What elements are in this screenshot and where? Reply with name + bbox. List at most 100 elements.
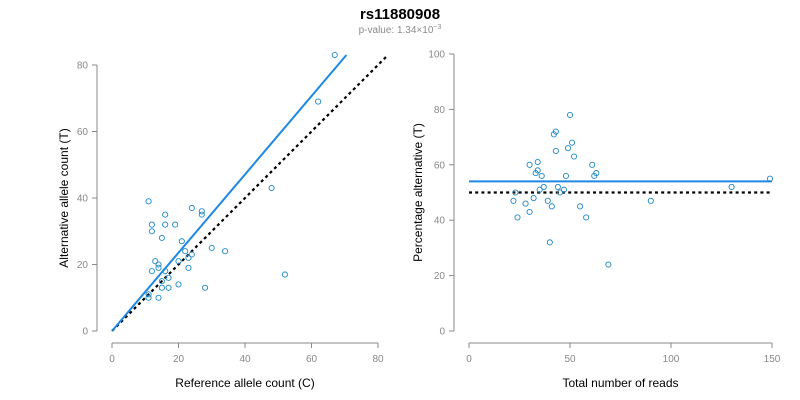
- data-point: [188, 204, 195, 212]
- x-tick-label: 0: [109, 354, 115, 365]
- y-tick-label: 20: [434, 271, 446, 282]
- data-point: [526, 208, 533, 215]
- x-axis-label: Total number of reads: [562, 376, 678, 390]
- data-point: [556, 189, 563, 196]
- data-point: [148, 268, 155, 275]
- data-point: [544, 197, 551, 204]
- fit-line: [111, 54, 348, 332]
- x-tick-label: 100: [663, 354, 680, 365]
- x-tick-label: 40: [239, 354, 251, 365]
- y-tick-label: 60: [77, 127, 89, 138]
- y-tick-label: 0: [82, 327, 88, 338]
- x-tick-label: 80: [372, 354, 384, 365]
- data-point: [510, 197, 517, 204]
- data-point: [198, 208, 205, 215]
- data-point: [530, 194, 537, 202]
- data-point: [182, 248, 189, 255]
- y-tick-label: 40: [77, 194, 89, 205]
- data-point: [145, 198, 152, 205]
- data-point: [148, 228, 155, 235]
- data-point: [268, 184, 275, 192]
- data-point: [647, 197, 654, 204]
- data-point: [570, 153, 578, 160]
- data-point: [526, 161, 533, 168]
- data-point: [538, 172, 545, 179]
- data-point: [145, 294, 152, 301]
- left-scatter-plot: 0 20 40 60 80 0 20 40 60 80 Reference allele count…: [57, 51, 389, 390]
- y-tick-label: 20: [77, 260, 89, 271]
- y-tick-label: 40: [434, 216, 446, 227]
- data-point: [728, 183, 735, 191]
- x-tick-label: 60: [306, 354, 318, 365]
- data-point: [188, 251, 195, 258]
- data-point: [514, 214, 521, 221]
- data-point: [185, 264, 192, 271]
- data-point: [315, 98, 322, 105]
- y-axis-label: Alternative allele count (T): [57, 128, 71, 267]
- y-tick-label: 80: [434, 105, 446, 116]
- data-point: [566, 111, 574, 118]
- data-point: [552, 128, 559, 135]
- data-point: [552, 147, 559, 154]
- data-point: [155, 261, 162, 268]
- data-point: [158, 278, 165, 285]
- data-point: [560, 186, 567, 193]
- y-tick-label: 80: [77, 61, 89, 72]
- x-axis-label: Reference allele count (C): [175, 376, 314, 390]
- data-point: [577, 203, 584, 210]
- data-point: [546, 239, 553, 246]
- data-point: [554, 183, 561, 191]
- data-point: [155, 264, 162, 271]
- data-point: [172, 221, 179, 228]
- data-point: [158, 234, 165, 241]
- data-point: [145, 291, 152, 298]
- data-point: [175, 281, 182, 288]
- data-point: [221, 248, 229, 255]
- data-point: [593, 170, 600, 177]
- data-point: [165, 284, 172, 291]
- data-point: [158, 284, 165, 291]
- x-tick-label: 150: [764, 354, 781, 365]
- data-point: [568, 139, 576, 146]
- data-point: [165, 274, 172, 281]
- chart-subtitle: p-value: 1.34×10−3: [359, 24, 442, 36]
- data-point: [540, 183, 547, 191]
- data-point: [162, 221, 169, 228]
- reference-line: [111, 54, 389, 332]
- data-point: [534, 167, 541, 174]
- p-value-exponent: −3: [433, 24, 441, 31]
- data-point: [185, 254, 192, 261]
- y-tick-label: 100: [428, 50, 445, 61]
- y-tick-label: 60: [434, 160, 446, 171]
- p-value-prefix: p-value: 1.34×10: [359, 25, 434, 36]
- x-tick-label: 0: [466, 354, 472, 365]
- data-point: [148, 221, 155, 228]
- data-point: [202, 284, 209, 291]
- data-point: [605, 261, 612, 268]
- x-tick-label: 50: [564, 354, 576, 365]
- data-point: [152, 258, 159, 265]
- data-point: [562, 172, 570, 179]
- data-point: [522, 200, 529, 207]
- data-point: [548, 203, 555, 210]
- data-point: [175, 258, 182, 265]
- data-point: [564, 145, 572, 152]
- data-point: [589, 161, 596, 168]
- data-point: [178, 238, 185, 245]
- y-tick-label: 0: [439, 327, 445, 338]
- y-axis-label: Percentage alternative (T): [411, 123, 425, 262]
- data-point: [534, 158, 541, 166]
- chart-title: rs11880908: [360, 6, 440, 23]
- data-point: [208, 244, 215, 251]
- data-point: [155, 294, 162, 301]
- data-point: [162, 268, 169, 275]
- data-point: [198, 211, 205, 218]
- data-point: [766, 175, 774, 182]
- data-point: [536, 186, 543, 193]
- x-tick-label: 20: [173, 354, 185, 365]
- data-point: [331, 51, 338, 59]
- right-scatter-plot: 0 50 100 150 0 20 40 60 80 100 Total number of rea…: [411, 50, 781, 391]
- data-point: [512, 189, 519, 196]
- data-point: [162, 211, 169, 218]
